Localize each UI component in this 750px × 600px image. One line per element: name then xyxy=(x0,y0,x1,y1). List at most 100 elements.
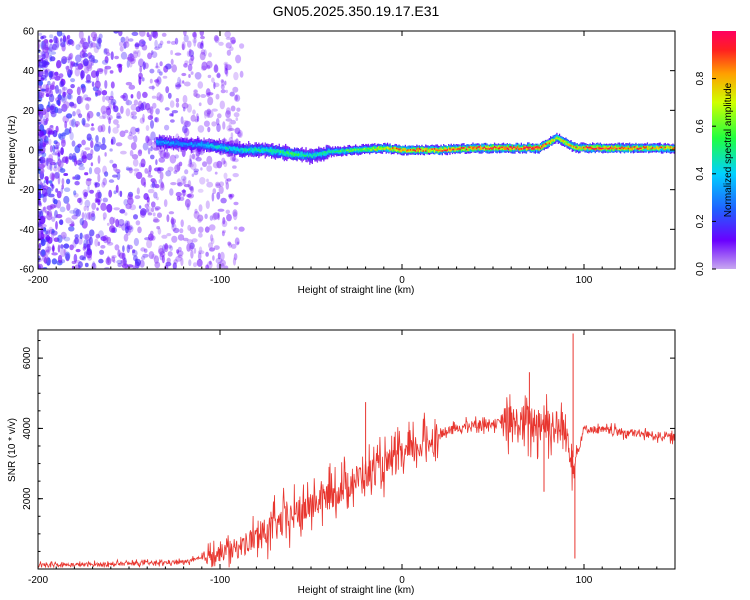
spectrogram-noise-blob xyxy=(158,93,164,103)
spectrogram-band-cell xyxy=(174,142,176,147)
spectrogram-noise-blob xyxy=(177,182,183,187)
spectrogram-noise-blob xyxy=(111,256,116,262)
spectrogram-band-cell xyxy=(479,148,482,150)
spectrogram-band-cell xyxy=(364,148,366,152)
spectrogram-noise-blob xyxy=(236,107,241,112)
spectrogram-band-cell xyxy=(343,150,345,152)
spectrogram-band-cell xyxy=(632,146,635,150)
spectrogram-noise-blob xyxy=(225,42,232,49)
spectrogram-noise-blob xyxy=(233,211,238,221)
spectrogram-band-cell xyxy=(497,145,499,149)
spectrogram-noise-blob xyxy=(184,60,189,65)
spectrogram-band-cell xyxy=(228,146,231,149)
spectrogram-noise-blob xyxy=(38,61,41,67)
spectrogram-band-cell xyxy=(172,141,175,144)
spectrogram-band-cell xyxy=(374,146,376,150)
spectrogram-noise-blob xyxy=(78,113,83,118)
spectrogram-noise-blob xyxy=(47,101,51,108)
snr-x-label: Height of straight line (km) xyxy=(298,585,415,596)
spectrogram-noise-blob xyxy=(80,39,84,45)
spectrogram-band-cell xyxy=(351,148,353,152)
spectrogram-noise-blob xyxy=(84,147,91,151)
spectrogram-band-cell xyxy=(240,148,242,153)
spectrogram-band-cell xyxy=(506,147,508,150)
spectrogram-noise-blob xyxy=(78,165,85,171)
spectrogram-noise-blob xyxy=(147,147,151,155)
spectrogram-noise-blob xyxy=(170,182,177,186)
spectrogram-noise-blob xyxy=(140,102,145,111)
spectrogram-noise-blob xyxy=(63,173,69,176)
spectrogram-noise-blob xyxy=(197,214,204,222)
spectrogram-band-cell xyxy=(384,148,386,150)
colorbar-gradient xyxy=(712,31,736,269)
spectrogram-noise-blob xyxy=(115,184,119,193)
spectrogram-noise-blob xyxy=(63,243,70,249)
spectrogram-band-cell xyxy=(265,149,268,152)
spectrogram-noise-blob xyxy=(175,102,180,108)
spectrogram-noise-blob xyxy=(182,120,189,127)
spectrogram-band-cell xyxy=(546,143,548,145)
spectrogram-noise-blob xyxy=(156,226,161,230)
spectrogram-noise-blob xyxy=(199,177,206,185)
spectrogram-band-cell xyxy=(288,150,291,155)
spectrogram-band-cell xyxy=(499,147,501,149)
spectrogram-band-cell xyxy=(602,147,604,150)
spectrogram-noise-blob xyxy=(109,216,115,225)
spectrogram-band-cell xyxy=(483,146,485,149)
spectrogram-band-cell xyxy=(376,148,378,152)
spectrogram-noise-blob xyxy=(63,187,71,192)
spectrogram-noise-blob xyxy=(69,126,72,134)
spectrogram-noise-blob xyxy=(55,188,59,193)
spectrogram-noise-blob xyxy=(225,36,232,40)
spectrogram-noise-blob xyxy=(159,251,166,258)
spectrogram-noise-blob xyxy=(125,108,131,117)
spectrogram-noise-blob xyxy=(84,172,89,176)
spectrogram-band-cell xyxy=(358,148,361,152)
spectrogram-noise-blob xyxy=(52,144,56,153)
spectrogram-band-cell xyxy=(203,144,205,147)
spectrogram-noise-blob xyxy=(71,260,77,265)
spectrogram-band-cell xyxy=(530,147,533,150)
spectrogram-noise-blob xyxy=(198,232,203,238)
spectrogram-noise-blob xyxy=(80,152,86,159)
spectrogram-noise-blob xyxy=(150,50,154,55)
spectrogram-band-cell xyxy=(236,146,238,151)
spectrogram-noise-blob xyxy=(218,186,224,194)
spectrogram-band-cell xyxy=(357,148,359,151)
spectrogram-noise-blob xyxy=(102,137,106,145)
spectrogram-band-cell xyxy=(283,152,285,155)
spectrogram-band-cell xyxy=(436,149,438,152)
spectrogram-band-cell xyxy=(281,150,283,154)
spectrogram-noise-blob xyxy=(164,243,169,250)
spectrogram-noise-blob xyxy=(152,212,156,217)
spectrogram-noise-blob xyxy=(189,226,197,235)
spectrogram-band-cell xyxy=(585,146,587,150)
spectrogram-band-cell xyxy=(185,143,187,145)
spectrogram-band-cell xyxy=(157,141,159,145)
spectrogram-noise-blob xyxy=(199,51,206,61)
spectrogram-noise-blob xyxy=(170,50,174,55)
spectrogram-band-cell xyxy=(156,140,158,144)
spectrogram-noise-blob xyxy=(206,65,211,70)
spectrogram-noise-blob xyxy=(47,246,52,251)
spectrogram-noise-blob xyxy=(46,107,51,112)
spectrogram-band-cell xyxy=(271,150,273,152)
spectrogram-noise-blob xyxy=(100,143,107,150)
spectrogram-band-cell xyxy=(439,149,441,152)
spectrogram-noise-blob xyxy=(51,173,55,182)
spectrogram-band-cell xyxy=(538,146,540,149)
spectrogram-noise-blob xyxy=(69,131,74,141)
spectrogram-noise-blob xyxy=(230,105,236,112)
spectrogram-noise-blob xyxy=(38,32,43,37)
x-tick-label: 0 xyxy=(399,575,405,586)
spectrogram-noise-blob xyxy=(149,68,155,74)
spectrogram-noise-blob xyxy=(183,63,188,68)
spectrogram-noise-blob xyxy=(97,241,101,247)
spectrogram-band-cell xyxy=(276,150,278,153)
spectrogram-band-cell xyxy=(355,149,357,151)
spectrogram-band-cell xyxy=(346,149,348,152)
x-tick-label: 100 xyxy=(576,275,593,286)
y-tick-label: 6000 xyxy=(22,347,33,370)
spectrogram-noise-blob xyxy=(58,89,62,95)
spectrogram-band-cell xyxy=(160,140,162,144)
